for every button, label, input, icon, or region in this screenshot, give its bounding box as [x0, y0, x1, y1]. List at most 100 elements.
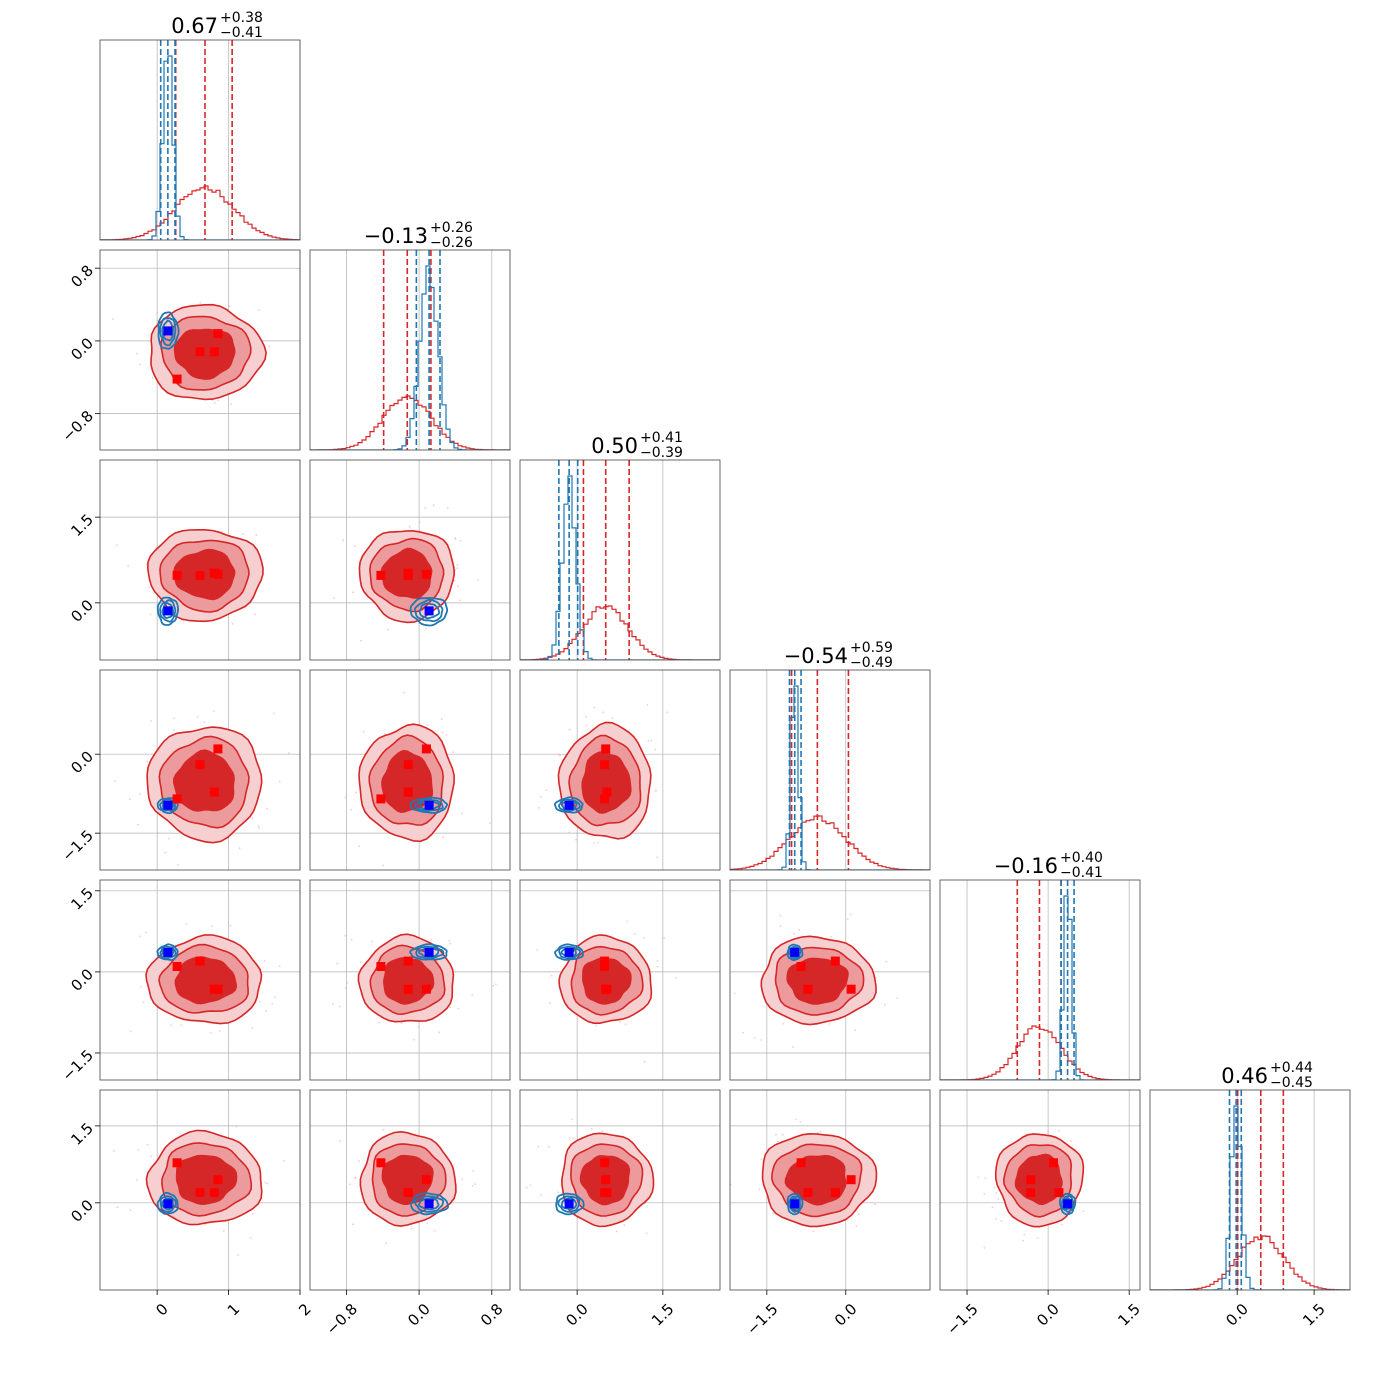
contour-series-2	[787, 1195, 801, 1213]
y-tick-label: 1.5	[67, 1119, 97, 1149]
truth-marker-red	[421, 744, 431, 754]
title-plus-error-4: +0.59	[850, 640, 893, 656]
sample-point	[235, 1125, 238, 1128]
truth-marker-red	[600, 760, 610, 770]
sample-point	[474, 1183, 477, 1185]
sample-point	[283, 1160, 285, 1162]
truth-marker-red	[602, 787, 612, 797]
histogram-series-1	[100, 185, 300, 240]
sample-point	[643, 1060, 646, 1063]
contour-series-2	[417, 1197, 440, 1211]
truth-marker-blue	[790, 1199, 800, 1209]
sample-point	[230, 403, 232, 406]
contour-series-2	[418, 947, 440, 958]
panel-frame	[99, 669, 301, 871]
sample-point	[1023, 1233, 1026, 1236]
x-tick-label: 0.0	[1033, 1300, 1063, 1330]
truth-marker-blue	[564, 1199, 574, 1209]
truth-marker-red	[600, 956, 610, 966]
title-param-3: 0.50	[591, 434, 638, 458]
sample-point	[418, 521, 421, 524]
contour-inner	[784, 1154, 847, 1206]
sample-point	[602, 711, 605, 714]
sample-point	[251, 1212, 254, 1215]
panel-frame	[99, 39, 301, 241]
truth-marker-red	[601, 1175, 611, 1185]
sample-point	[211, 925, 214, 928]
sample-point	[557, 753, 560, 756]
contour-series-2	[560, 1197, 578, 1211]
sample-point	[536, 949, 539, 951]
sample-point	[593, 706, 596, 709]
panel-frame	[519, 459, 721, 661]
panel-frame	[99, 1089, 301, 1291]
sample-point	[529, 1184, 532, 1187]
sample-point	[217, 399, 219, 402]
histogram-series-2	[1150, 1105, 1350, 1290]
sample-point	[654, 748, 657, 751]
sample-point	[545, 789, 548, 792]
y-tick-label: −1.5	[59, 826, 97, 864]
panel-4-4	[729, 669, 931, 871]
sample-point	[359, 961, 362, 964]
sample-point	[336, 962, 339, 965]
title-plus-error-5: +0.40	[1060, 850, 1103, 866]
sample-point	[456, 567, 459, 570]
panel-6-1	[99, 1089, 301, 1291]
sample-point	[116, 544, 118, 547]
panel-5-4	[729, 879, 931, 1081]
sample-point	[578, 871, 580, 873]
y-tick-label: −0.8	[59, 407, 97, 445]
x-tick-label: 0.0	[831, 1300, 861, 1330]
sample-point	[254, 613, 257, 616]
sample-point	[196, 716, 199, 718]
sample-point	[471, 993, 474, 996]
sample-point	[452, 751, 455, 754]
sample-point	[228, 305, 230, 308]
contour-series-2	[1059, 1192, 1077, 1216]
sample-point	[597, 841, 599, 844]
contour-inner	[175, 1154, 238, 1205]
title-plus-error-1: +0.38	[220, 10, 263, 26]
truth-marker-red	[1026, 1188, 1036, 1198]
sample-point	[425, 627, 427, 630]
title-param-2: −0.13	[364, 224, 428, 248]
sample-point	[382, 864, 384, 867]
sample-point	[885, 960, 888, 963]
title-param-1: 0.67	[171, 14, 218, 38]
truth-marker-red	[195, 570, 205, 580]
sample-point	[471, 1185, 474, 1187]
sample-point	[265, 1009, 267, 1012]
sample-point	[408, 525, 411, 528]
truth-marker-red	[376, 570, 386, 580]
sample-point	[549, 1002, 551, 1004]
sample-point	[204, 1224, 207, 1226]
truth-marker-red	[213, 329, 223, 339]
sample-point	[1000, 1220, 1003, 1223]
sample-point	[426, 723, 429, 726]
sample-point	[633, 933, 636, 935]
sample-point	[402, 691, 405, 694]
truth-marker-blue	[163, 947, 173, 957]
contour-series-2	[558, 946, 581, 960]
sample-point	[129, 1209, 132, 1211]
sample-point	[370, 940, 373, 943]
x-tick-label: 1.5	[1114, 1300, 1144, 1330]
truth-marker-blue	[790, 947, 800, 957]
sample-point	[540, 1194, 542, 1197]
sample-point	[332, 1003, 334, 1005]
x-tick-label: 0.0	[1222, 1300, 1252, 1330]
histogram-series-2	[730, 685, 930, 870]
sample-point	[150, 1155, 152, 1158]
sample-point	[410, 1227, 413, 1230]
sample-point	[151, 376, 154, 379]
sample-point	[857, 1213, 860, 1215]
sample-point	[830, 936, 832, 938]
sample-point	[140, 985, 142, 988]
x-tick-label: 1.5	[1299, 1300, 1329, 1330]
sample-point	[218, 1030, 221, 1032]
sample-point	[156, 319, 159, 322]
truth-marker-red	[803, 984, 813, 994]
sample-point	[180, 1024, 183, 1027]
sample-point	[779, 914, 782, 917]
